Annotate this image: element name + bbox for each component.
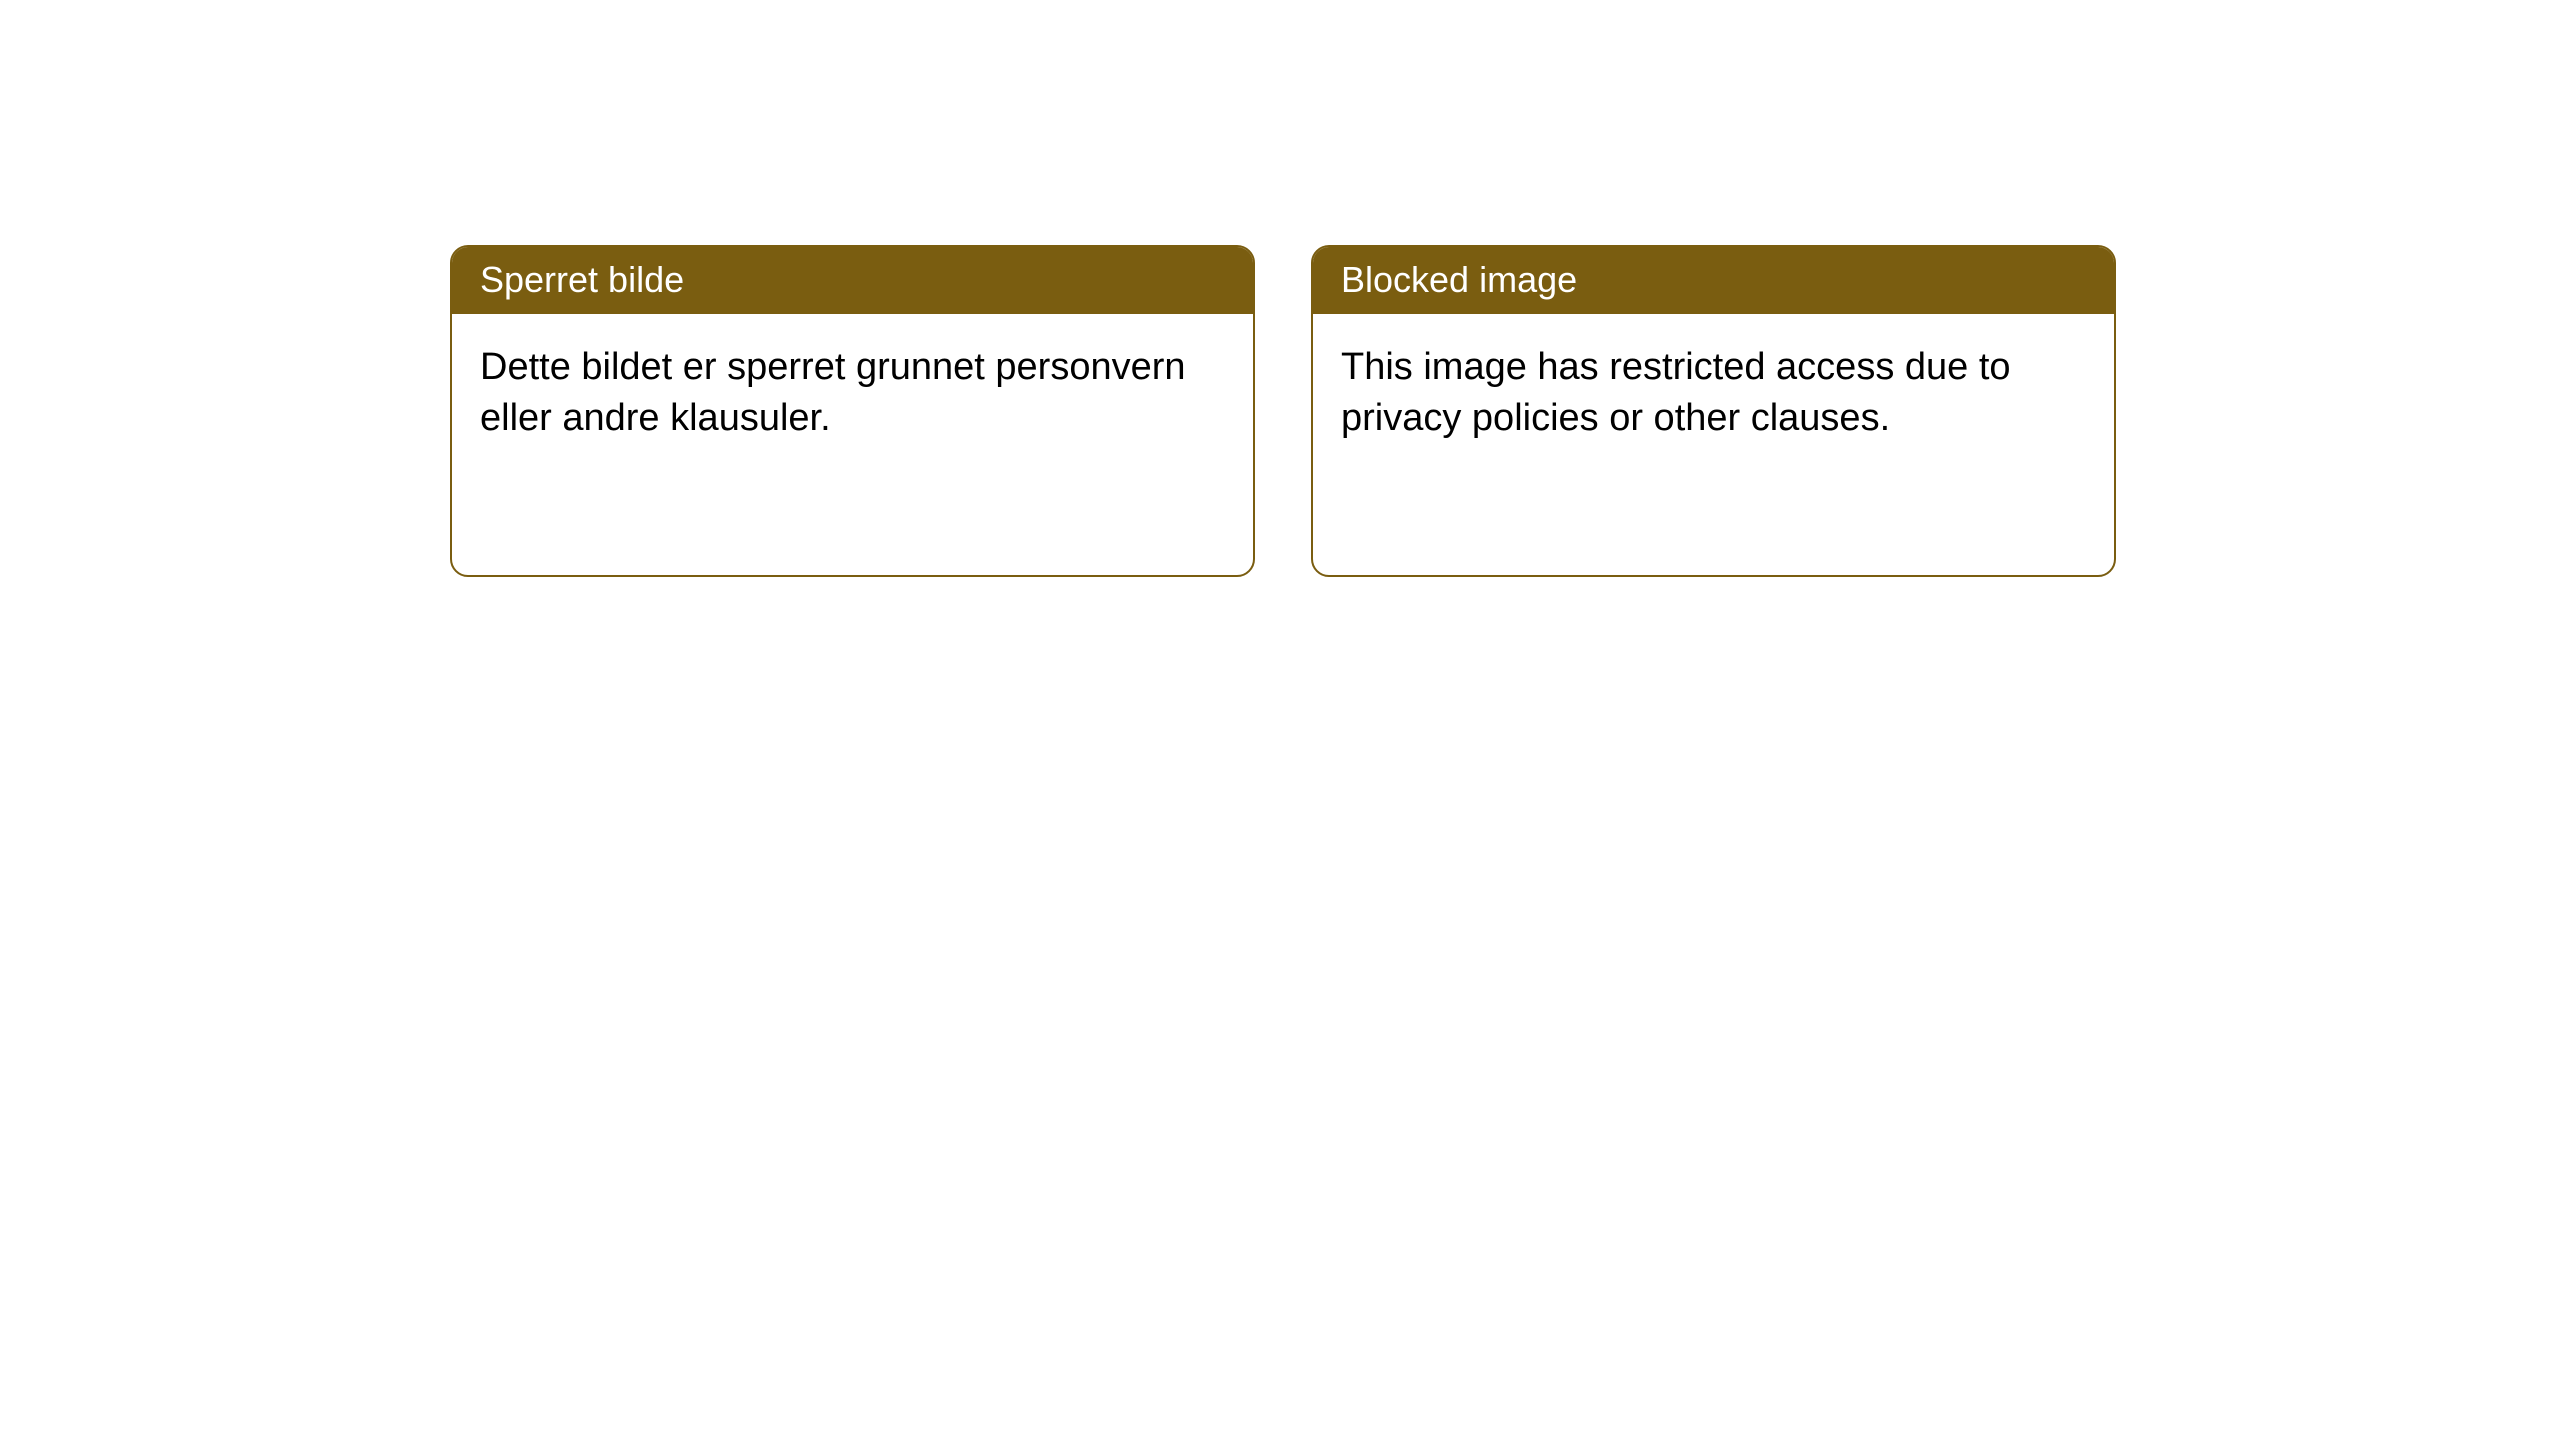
notice-card-en: Blocked image This image has restricted … [1311,245,2116,577]
notices-container: Sperret bilde Dette bildet er sperret gr… [450,245,2116,577]
notice-title-no: Sperret bilde [480,259,684,300]
notice-header-no: Sperret bilde [452,247,1253,314]
notice-body-text-no: Dette bildet er sperret grunnet personve… [480,346,1186,439]
notice-card-no: Sperret bilde Dette bildet er sperret gr… [450,245,1255,577]
notice-body-en: This image has restricted access due to … [1313,314,2114,575]
notice-title-en: Blocked image [1341,259,1577,300]
notice-header-en: Blocked image [1313,247,2114,314]
notice-body-text-en: This image has restricted access due to … [1341,346,2011,439]
notice-body-no: Dette bildet er sperret grunnet personve… [452,314,1253,575]
